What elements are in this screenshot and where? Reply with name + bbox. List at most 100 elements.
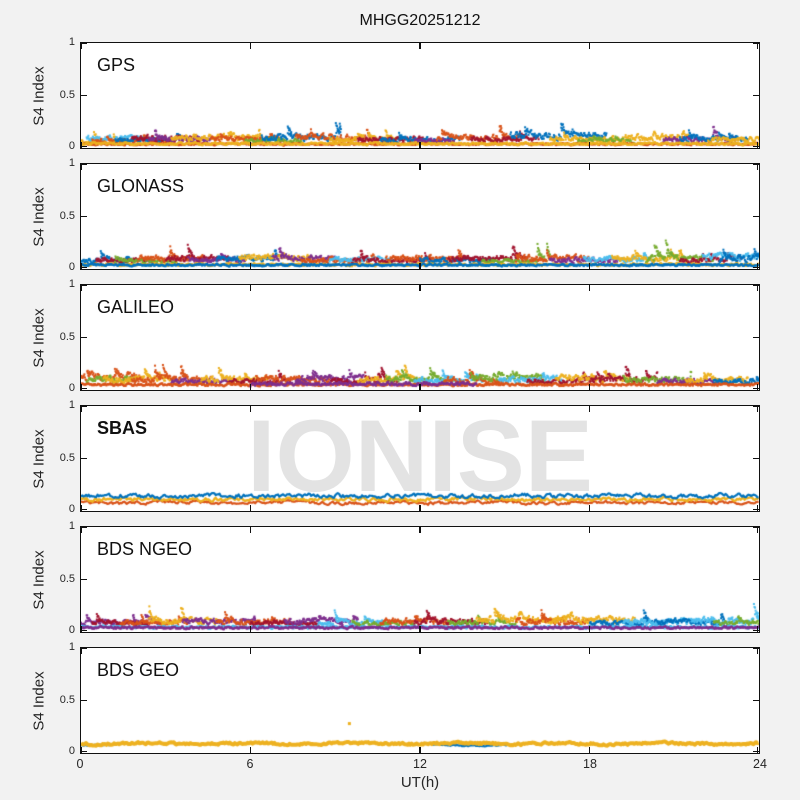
panel-label-sbas: SBAS (97, 418, 148, 438)
y-axis-title: S4 Index (30, 428, 48, 489)
panel-sbas: SBAS S4 Index 1 0.5 0 (31, 399, 760, 515)
axis-tick (419, 164, 421, 170)
axis-tick (753, 406, 759, 408)
axis-tick (81, 630, 87, 632)
axis-tick (588, 384, 591, 390)
axis-tick (81, 406, 83, 412)
y-tick-label: 0 (68, 261, 75, 273)
axis-tick (753, 457, 759, 460)
axis-tick (753, 215, 759, 218)
axis-tick (249, 164, 252, 170)
axis-tick (81, 648, 87, 650)
axis-tick (588, 626, 591, 632)
galileo-scatter-canvas (81, 285, 759, 390)
axis-tick (81, 406, 87, 408)
y-tick-label: 0.5 (59, 331, 75, 343)
axis-tick (588, 43, 591, 49)
axis-tick (81, 43, 83, 49)
y-axis-title: S4 Index (30, 549, 48, 610)
axis-tick (81, 267, 87, 269)
bds-ngeo-scatter-canvas (81, 527, 759, 632)
axis-tick (753, 336, 759, 339)
axis-tick (588, 505, 591, 511)
figure-title: MHGG20251212 (359, 12, 481, 29)
axis-tick (81, 146, 87, 148)
axis-tick (81, 285, 87, 287)
axis-tick (81, 578, 87, 581)
axis-tick (757, 527, 759, 533)
axis-tick (753, 509, 759, 511)
axis-tick (249, 505, 252, 511)
panel-bds-ngeo: BDS NGEO S4 Index 1 0.5 0 (31, 520, 760, 636)
y-tick-label: 0.5 (59, 573, 75, 585)
axis-tick (753, 94, 759, 97)
axis-tick (588, 747, 591, 753)
panel-glonass: GLONASS S4 Index 1 0.5 0 (31, 157, 760, 273)
axis-tick (81, 94, 87, 97)
axis-tick (753, 527, 759, 529)
axis-tick (753, 146, 759, 148)
panel-label-glonass: GLONASS (97, 176, 185, 196)
panel-label-gps: GPS (97, 55, 136, 75)
axis-tick (419, 384, 421, 390)
axis-tick (81, 285, 83, 291)
y-tick-label: 1 (68, 641, 75, 653)
axis-tick (753, 43, 759, 45)
axis-tick (81, 43, 87, 45)
axis-tick (753, 267, 759, 269)
axis-tick (81, 457, 87, 460)
axis-tick (81, 142, 83, 148)
x-tick-label: 24 (753, 757, 767, 771)
panel-gps: GPS S4 Index 1 0.5 0 (31, 36, 760, 152)
axis-tick (753, 751, 759, 753)
axis-tick (757, 505, 759, 511)
axis-tick (419, 747, 421, 753)
axis-tick (249, 285, 252, 291)
y-tick-label: 0.5 (59, 694, 75, 706)
axis-tick (419, 285, 421, 291)
axis-tick (588, 263, 591, 269)
axis-tick (419, 142, 421, 148)
axis-tick (81, 215, 87, 218)
panel-label-galileo: GALILEO (97, 297, 175, 317)
axis-tick (249, 384, 252, 390)
y-tick-label: 0.5 (59, 452, 75, 464)
axis-tick (81, 527, 87, 529)
axis-tick (419, 527, 421, 533)
axis-tick (757, 747, 759, 753)
axis-tick (81, 648, 83, 654)
panel-label-bds-ngeo: BDS NGEO (97, 539, 193, 559)
x-axis-title: UT(h) (400, 774, 440, 791)
axis-tick (753, 578, 759, 581)
y-tick-label: 1 (68, 157, 75, 169)
axis-tick (757, 43, 759, 49)
y-tick-label: 0.5 (59, 210, 75, 222)
axis-tick (757, 285, 759, 291)
axis-tick (419, 263, 421, 269)
axis-tick (757, 142, 759, 148)
axis-tick (588, 406, 591, 412)
axis-tick (588, 648, 591, 654)
axis-tick (588, 285, 591, 291)
y-tick-label: 0 (68, 624, 75, 636)
y-tick-label: 1 (68, 278, 75, 290)
axis-tick (419, 648, 421, 654)
gps-scatter-canvas (81, 43, 759, 148)
axis-tick (757, 164, 759, 170)
bds-geo-line-canvas (81, 648, 759, 753)
axis-tick (81, 699, 87, 702)
axis-tick (757, 648, 759, 654)
panel-galileo: GALILEO S4 Index 1 0.5 0 (31, 278, 760, 394)
axis-tick (419, 406, 421, 412)
y-tick-label: 1 (68, 399, 75, 411)
axis-tick (81, 626, 83, 632)
y-tick-label: 0 (68, 140, 75, 152)
y-tick-label: 0.5 (59, 89, 75, 101)
axis-tick (757, 263, 759, 269)
axis-tick (419, 505, 421, 511)
axis-tick (588, 164, 591, 170)
y-axis-title: S4 Index (30, 65, 48, 126)
axis-tick (249, 626, 252, 632)
axis-tick (81, 509, 87, 511)
